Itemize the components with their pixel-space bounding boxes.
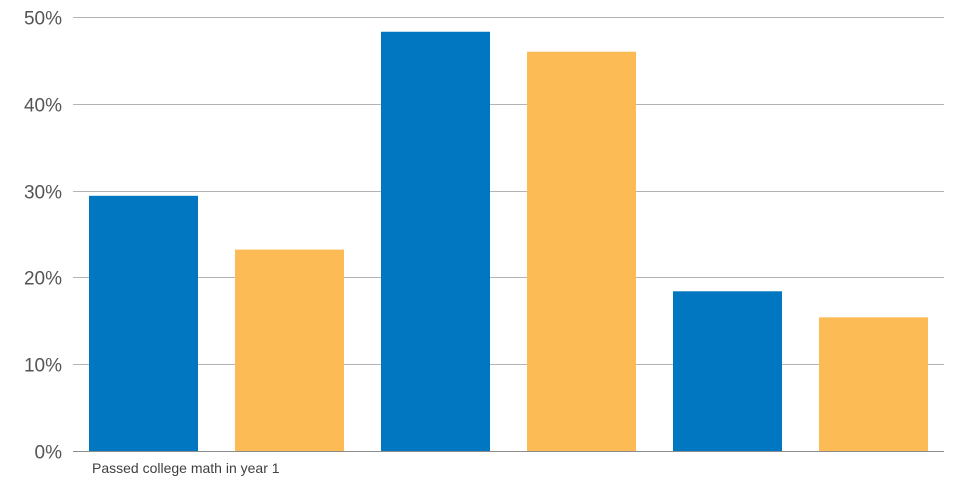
x-axis-category-label: Passed college math in year 1	[92, 460, 280, 476]
gridlines	[73, 17, 944, 452]
bar	[89, 195, 198, 451]
y-tick-label: 10%	[24, 356, 62, 377]
bars	[89, 31, 928, 451]
bar	[673, 291, 782, 451]
bar	[819, 317, 928, 451]
y-axis-ticks: 0% 10% 20% 30% 40% 50%	[24, 9, 62, 464]
bar	[381, 31, 490, 451]
y-tick-label: 40%	[24, 96, 62, 117]
y-tick-label: 0%	[35, 443, 63, 464]
bar	[235, 249, 344, 451]
y-tick-label: 30%	[24, 183, 62, 204]
y-tick-label: 20%	[24, 269, 62, 290]
bar	[527, 51, 636, 451]
y-tick-label: 50%	[24, 9, 62, 30]
